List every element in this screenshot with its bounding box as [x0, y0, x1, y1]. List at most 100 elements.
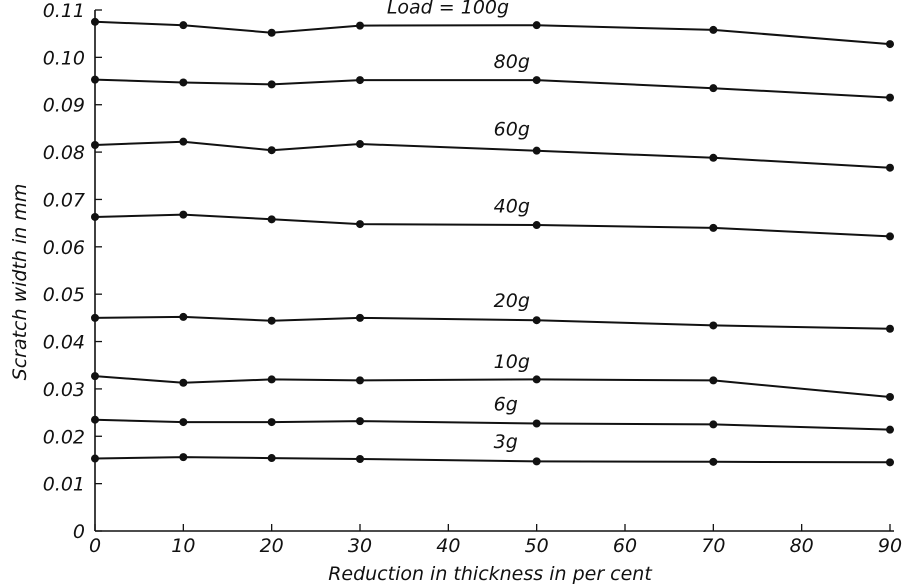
data-point — [267, 80, 276, 89]
x-tick-label: 10 — [171, 535, 195, 557]
y-tick-label: 0.07 — [43, 189, 85, 211]
data-point — [709, 25, 718, 34]
series-label: 20g — [494, 290, 530, 312]
data-point — [179, 453, 188, 462]
y-tick-label: 0.08 — [43, 142, 85, 164]
y-tick-label: 0.10 — [43, 47, 85, 69]
x-ticks: 0 10 20 30 40 50 60 70 80 90 — [89, 524, 902, 557]
y-tick-label: 0.02 — [43, 426, 85, 448]
series-2 — [91, 137, 894, 172]
x-tick-label: 30 — [348, 535, 372, 557]
series-label: 10g — [494, 351, 530, 373]
data-point — [356, 376, 364, 385]
data-point — [91, 454, 99, 463]
y-tick-label: 0.06 — [43, 237, 85, 259]
data-point — [91, 140, 99, 149]
x-tick-label: 40 — [436, 535, 460, 557]
data-point — [267, 215, 276, 224]
data-point — [886, 163, 894, 172]
x-tick-label: 60 — [613, 535, 637, 557]
data-point — [532, 146, 541, 155]
series-line — [94, 140, 891, 169]
data-point — [709, 223, 718, 232]
series-1 — [91, 75, 894, 102]
data-point — [886, 232, 894, 241]
series-label: 6g — [494, 393, 518, 415]
x-tick-label: 90 — [878, 535, 902, 557]
data-point — [886, 324, 894, 333]
data-point — [709, 321, 718, 330]
data-point — [267, 375, 276, 384]
data-point — [532, 457, 541, 466]
data-point — [91, 313, 99, 322]
data-point — [356, 21, 364, 30]
series-label: 3g — [494, 431, 518, 453]
data-point — [886, 425, 894, 434]
data-point — [886, 392, 894, 401]
x-tick-label: 50 — [525, 535, 549, 557]
data-point — [356, 417, 364, 426]
data-point — [179, 378, 188, 387]
y-tick-label: 0.09 — [43, 95, 85, 117]
series-line — [94, 375, 891, 398]
data-point — [532, 76, 541, 85]
data-point — [709, 376, 718, 385]
series-label: 60g — [494, 118, 530, 140]
data-point — [91, 75, 99, 84]
series-line — [94, 456, 891, 464]
series-label: 40g — [494, 196, 530, 218]
data-point — [267, 146, 276, 155]
y-axis-title: Scratch width in mm — [9, 184, 31, 381]
x-tick-label: 80 — [790, 535, 814, 557]
data-point — [179, 418, 188, 427]
y-tick-label: 0.01 — [43, 474, 85, 496]
data-point — [267, 28, 276, 37]
data-point — [179, 21, 188, 30]
series-5 — [91, 372, 894, 401]
series-group — [91, 17, 894, 467]
series-line — [94, 315, 891, 330]
series-3 — [91, 210, 894, 241]
data-point — [709, 153, 718, 162]
series-0 — [91, 17, 894, 49]
data-point — [356, 220, 364, 229]
y-tick-label: 0.11 — [43, 0, 85, 22]
data-point — [532, 21, 541, 30]
data-point — [886, 458, 894, 467]
x-axis-title: Reduction in thickness in per cent — [328, 563, 653, 585]
series-7 — [91, 453, 894, 467]
data-point — [91, 372, 99, 381]
data-point — [532, 375, 541, 384]
data-point — [91, 212, 99, 221]
series-label: Load = 100g — [387, 0, 509, 18]
data-point — [709, 84, 718, 93]
series-labels: Load = 100g 80g 60g 40g 20g 10g 6g 3g — [387, 0, 530, 453]
x-tick-label: 0 — [89, 535, 101, 557]
data-point — [179, 137, 188, 146]
data-point — [709, 420, 718, 429]
data-point — [709, 457, 718, 466]
data-point — [91, 17, 99, 26]
data-point — [267, 316, 276, 325]
y-tick-label: 0 — [73, 521, 85, 543]
series-label: 80g — [494, 51, 530, 73]
data-point — [267, 454, 276, 463]
data-point — [356, 313, 364, 322]
data-point — [532, 419, 541, 428]
data-point — [886, 93, 894, 102]
series-line — [94, 418, 891, 431]
data-point — [356, 140, 364, 149]
data-point — [179, 312, 188, 321]
y-tick-label: 0.05 — [43, 284, 85, 306]
data-point — [267, 418, 276, 427]
series-line — [94, 78, 891, 99]
data-point — [179, 210, 188, 219]
y-tick-label: 0.04 — [43, 332, 85, 354]
data-point — [886, 40, 894, 49]
series-6 — [91, 415, 894, 434]
data-point — [532, 316, 541, 325]
series-4 — [91, 312, 894, 333]
y-tick-label: 0.03 — [43, 379, 85, 401]
data-point — [532, 221, 541, 230]
